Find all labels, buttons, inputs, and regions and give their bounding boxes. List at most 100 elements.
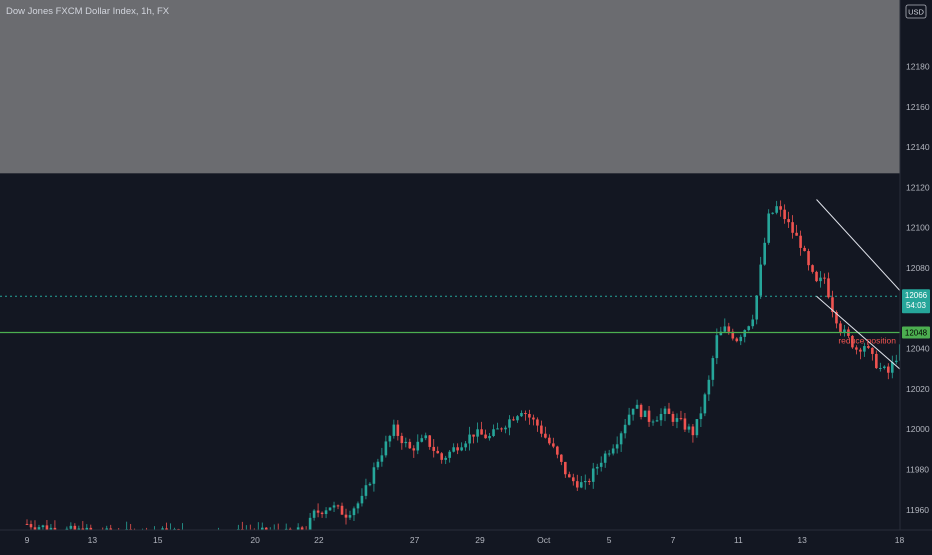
candle-body xyxy=(863,346,866,352)
candle-body xyxy=(480,429,483,435)
candle-body xyxy=(432,446,436,451)
candle-body xyxy=(41,525,45,528)
candle-body xyxy=(851,335,854,348)
candle-body xyxy=(440,453,443,460)
candle-body xyxy=(400,435,404,444)
candle-body xyxy=(647,410,651,422)
candle-body xyxy=(520,412,523,417)
candle-body xyxy=(687,426,691,430)
candle-body xyxy=(799,235,802,248)
candle-body xyxy=(831,297,834,313)
candle-body xyxy=(460,447,463,451)
candle-body xyxy=(671,413,675,422)
supply-zone xyxy=(0,0,900,174)
time-tick-label: 27 xyxy=(410,535,420,545)
candle-body xyxy=(556,446,559,455)
candle-body xyxy=(544,433,547,438)
candle-body xyxy=(360,495,364,504)
price-tick-label: 11960 xyxy=(906,505,929,515)
candle-body xyxy=(894,360,898,363)
time-tick-label: 13 xyxy=(797,535,807,545)
time-tick-label: Oct xyxy=(537,535,551,545)
currency-button-frame xyxy=(905,4,927,19)
candle-body xyxy=(835,312,838,324)
candle-body xyxy=(627,414,631,425)
time-scale[interactable] xyxy=(0,530,900,550)
candle-body xyxy=(643,410,647,417)
price-tick-label: 12100 xyxy=(906,223,930,233)
last-price-countdown: 54:03 xyxy=(906,301,927,310)
candle-body xyxy=(659,413,663,421)
candle-body xyxy=(575,481,579,488)
candle-body xyxy=(472,434,475,437)
price-tick-label: 11980 xyxy=(906,465,929,475)
price-tick-label: 12180 xyxy=(906,62,930,72)
candle-body xyxy=(324,510,328,515)
candle-body xyxy=(436,450,440,454)
last-price-value: 12066 xyxy=(905,291,928,300)
candle-body xyxy=(623,424,627,434)
candle-body xyxy=(452,447,455,452)
candle-body xyxy=(468,434,471,444)
price-scale[interactable] xyxy=(900,0,932,550)
candle-body xyxy=(444,457,447,460)
candle-body xyxy=(308,517,312,533)
candle-body xyxy=(564,461,567,475)
candle-body xyxy=(356,503,360,509)
candle-body xyxy=(49,527,53,531)
candle-body xyxy=(599,462,603,467)
candle-body xyxy=(504,427,507,430)
candle-body xyxy=(707,379,711,395)
candle-body xyxy=(715,335,719,359)
candle-body xyxy=(320,512,324,515)
candle-body xyxy=(372,467,376,484)
candle-body xyxy=(691,426,695,436)
candle-body xyxy=(568,474,571,478)
candle-body xyxy=(859,349,862,352)
price-tick-label: 12020 xyxy=(906,384,930,394)
price-tick-label: 12140 xyxy=(906,142,930,152)
candle-body xyxy=(492,429,495,436)
candle-body xyxy=(879,367,882,369)
candle-body xyxy=(887,366,890,373)
candle-body xyxy=(755,295,759,320)
candle-body xyxy=(344,514,348,518)
candle-body xyxy=(719,331,723,336)
candle-body xyxy=(675,418,679,422)
time-tick-label: 15 xyxy=(153,535,163,545)
candle-body xyxy=(25,523,29,525)
candle-body xyxy=(747,326,751,331)
candle-body xyxy=(69,525,73,529)
candle-body xyxy=(89,527,93,531)
candle-body xyxy=(699,413,703,420)
candle-body xyxy=(416,441,420,451)
candle-body xyxy=(496,428,499,430)
candle-body xyxy=(807,251,810,266)
candle-body xyxy=(404,441,408,444)
candle-body xyxy=(571,477,575,482)
candle-body xyxy=(384,441,388,456)
time-tick-label: 9 xyxy=(25,535,30,545)
candle-body xyxy=(484,434,487,439)
candle-body xyxy=(376,461,380,468)
candle-body xyxy=(723,326,727,332)
candle-body xyxy=(340,505,344,515)
candle-body xyxy=(871,347,874,354)
candle-body xyxy=(500,428,503,430)
candle-body xyxy=(823,277,826,279)
candle-body xyxy=(655,420,659,422)
price-tick-label: 12080 xyxy=(906,263,930,273)
time-tick-label: 18 xyxy=(895,535,905,545)
candle-body xyxy=(380,455,384,462)
time-ticks: 9 13 15 20 22 27 29 Oct 5 7 11 13 18 xyxy=(25,535,905,545)
candle-body xyxy=(524,412,527,414)
currency-button[interactable]: USD xyxy=(905,4,927,19)
candle-body xyxy=(767,213,770,243)
time-tick-label: 7 xyxy=(671,535,676,545)
candle-body xyxy=(328,507,332,511)
candle-body xyxy=(260,527,264,530)
candle-body xyxy=(795,232,798,236)
candle-body xyxy=(787,219,790,223)
